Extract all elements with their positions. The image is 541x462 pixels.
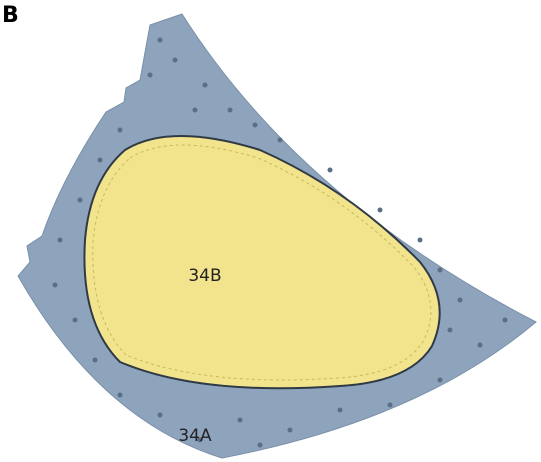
region-label: 34A xyxy=(178,426,212,446)
inner-region xyxy=(83,135,441,390)
region-label: 34B xyxy=(188,266,221,286)
perforations xyxy=(52,37,508,448)
figure-label: B xyxy=(2,3,19,28)
